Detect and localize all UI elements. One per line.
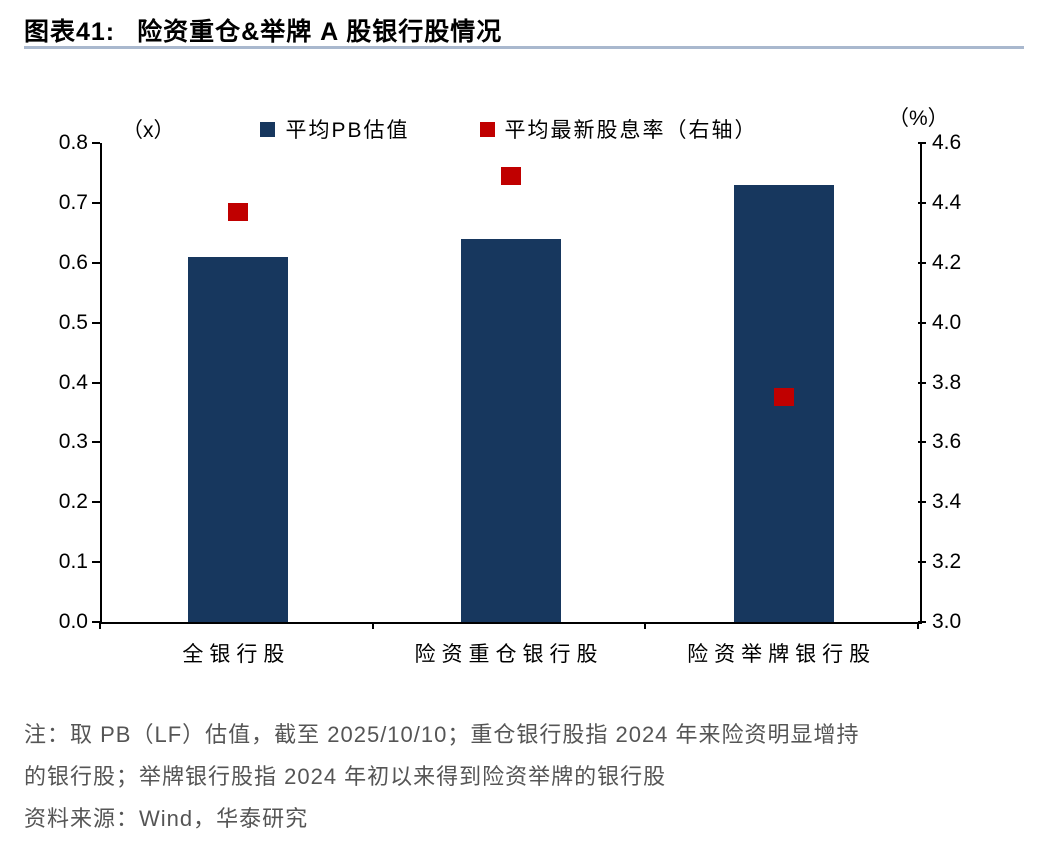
left-axis-tick-label: 0.3 (58, 430, 88, 454)
left-axis-tick-mark (92, 501, 100, 504)
right-axis-tick-label: 4.2 (932, 250, 962, 274)
dividend-yield-marker (228, 202, 249, 221)
right-axis-tick-label: 4.0 (932, 310, 962, 334)
right-axis-tick-label: 4.4 (932, 190, 962, 214)
chart-source: 资料来源：Wind，华泰研究 (24, 806, 309, 831)
plot-area (100, 143, 922, 624)
left-axis-tick-label: 0.7 (58, 190, 88, 214)
left-axis-tick-mark (92, 621, 100, 623)
legend-swatch-pb-icon (260, 121, 276, 137)
legend-label-yield: 平均最新股息率（右轴） (504, 119, 758, 142)
right-axis-tick-mark (918, 201, 926, 204)
legend-swatch-yield-icon (479, 121, 495, 137)
left-axis-tick-mark (92, 381, 100, 384)
figure-title: 图表41: 险资重仓&举牌 A 股银行股情况 (24, 12, 502, 48)
x-axis-tick-mark (644, 622, 647, 629)
figure-number: 图表41: (24, 18, 116, 46)
figure-footer: 注：取 PB（LF）估值，截至 2025/10/10；重仓银行股指 2024 年… (24, 714, 1028, 840)
x-axis-tick-mark (99, 622, 101, 629)
right-axis-tick-label: 3.2 (932, 550, 962, 574)
right-axis-tick-label: 3.6 (932, 430, 962, 454)
left-axis-tick-label: 0.2 (58, 490, 88, 514)
chart-note-line-1: 注：取 PB（LF）估值，截至 2025/10/10；重仓银行股指 2024 年… (24, 722, 860, 747)
dividend-yield-marker (773, 388, 794, 407)
right-axis-tick-mark (918, 381, 926, 384)
x-axis-tick-mark (917, 622, 919, 629)
left-axis-tick-mark (92, 441, 100, 444)
right-axis-tick-mark (918, 142, 926, 144)
right-axis-tick-mark (918, 261, 926, 264)
left-axis-tick-label: 0.8 (58, 131, 88, 154)
left-axis-tick-mark (92, 201, 100, 204)
right-axis-unit-label: （%） (888, 107, 949, 130)
left-axis-tick-label: 0.1 (58, 550, 88, 574)
x-category-label: 险资重仓银行股 (414, 643, 604, 666)
left-axis-tick-label: 0.4 (58, 370, 88, 394)
left-axis-tick-label: 0.6 (58, 250, 88, 274)
right-axis-tick-label: 3.0 (932, 610, 962, 633)
x-axis-tick-mark (371, 622, 374, 629)
chart-legend: 平均PB估值 平均最新股息率（右轴） (100, 114, 918, 144)
left-axis-unit-label: （x） (122, 119, 175, 142)
figure-name: 险资重仓&举牌 A 股银行股情况 (137, 18, 503, 46)
x-axis-labels: 全银行股 险资重仓银行股 险资举牌银行股 (100, 638, 918, 668)
right-axis-tick-label: 3.4 (932, 490, 962, 514)
legend-item-yield: 平均最新股息率（右轴） (479, 114, 758, 144)
pb-bar (188, 256, 289, 622)
right-axis-tick-mark (918, 621, 926, 623)
right-axis-tick-mark (918, 561, 926, 564)
x-category-label: 全银行股 (182, 643, 291, 666)
legend-label-pb: 平均PB估值 (285, 119, 410, 142)
pb-bar (461, 238, 561, 622)
right-axis-tick-mark (918, 441, 926, 444)
dividend-yield-marker (501, 166, 521, 185)
left-axis-tick-label: 0.0 (58, 610, 88, 633)
left-axis-tick-mark (92, 261, 100, 264)
title-divider (24, 46, 1024, 49)
right-axis-tick-mark (918, 501, 926, 504)
left-axis-tick-label: 0.5 (58, 310, 88, 334)
right-axis-tick-label: 4.6 (932, 131, 962, 154)
legend-item-pb: 平均PB估值 (260, 114, 409, 144)
bar-chart: （x） （%） 平均PB估值 平均最新股息率（右轴） 0.8 0.7 0.6 0.5 0… (58, 107, 962, 668)
right-axis-tick-mark (918, 321, 926, 324)
right-axis-tick-label: 3.8 (932, 370, 962, 394)
chart-note-line-2: 的银行股；举牌银行股指 2024 年初以来得到险资举牌的银行股 (24, 764, 667, 789)
left-axis-tick-mark (92, 321, 100, 324)
x-category-label: 险资举牌银行股 (687, 643, 877, 666)
left-axis-tick-mark (92, 561, 100, 564)
left-axis-tick-mark (92, 142, 100, 144)
